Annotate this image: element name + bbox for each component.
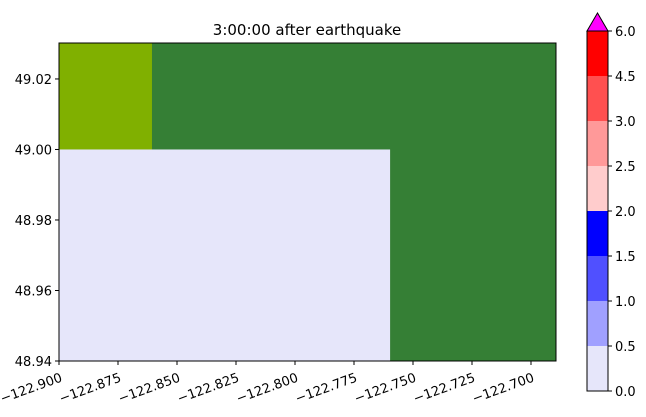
y-tick-label: 49.02	[15, 73, 52, 88]
y-tick-label: 48.96	[15, 284, 52, 299]
x-tick-label: −122.775	[293, 371, 359, 407]
colorbar-tick-label: 2.5	[615, 160, 636, 175]
colorbar-band	[587, 31, 608, 76]
cell	[59, 149, 391, 361]
x-tick-label: −122.800	[234, 371, 300, 407]
y-tick-label: 49.00	[15, 143, 52, 158]
x-tick-label: −122.700	[470, 371, 536, 407]
colorbar-extend	[586, 12, 609, 32]
colorbar-tick-label: 3.0	[615, 115, 636, 130]
colorbar-band	[587, 346, 608, 391]
y-tick-label: 48.94	[15, 355, 52, 370]
x-tick-label: −122.850	[116, 371, 182, 407]
x-tick-label: −122.875	[57, 371, 123, 407]
y-tick-label: 48.98	[15, 214, 52, 229]
colorbar-tick-label: 1.5	[615, 250, 636, 265]
colorbar-tick-label: 0.0	[615, 385, 636, 400]
x-tick-label: −122.725	[411, 371, 477, 407]
plot-frame	[58, 42, 557, 362]
colorbar-band	[587, 166, 608, 211]
colorbar-band	[587, 301, 608, 346]
cell	[59, 43, 152, 150]
chart-title: 3:00:00 after earthquake	[213, 21, 401, 39]
x-tick-label: −122.750	[352, 371, 418, 407]
colorbar-tick-label: 2.0	[615, 205, 636, 220]
colorbar-tick-label: 0.5	[615, 340, 636, 355]
x-tick-label: −122.900	[0, 371, 64, 407]
colorbar-band	[587, 211, 608, 256]
colorbar-tick-label: 4.5	[615, 70, 636, 85]
colorbar-tick-label: 6.0	[615, 25, 636, 40]
colorbar-band	[587, 121, 608, 166]
x-tick-label: −122.825	[175, 371, 241, 407]
colorbar-band	[587, 76, 608, 121]
colorbar-tick-label: 1.0	[615, 295, 636, 310]
colorbar-band	[587, 256, 608, 301]
